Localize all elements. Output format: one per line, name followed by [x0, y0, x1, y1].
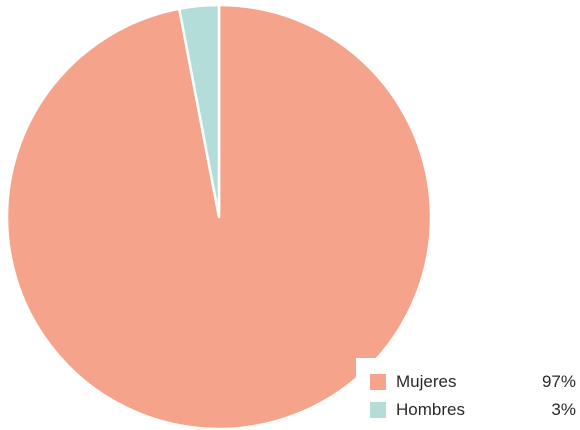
pie-slices: [5, 3, 433, 430]
legend-swatch-mujeres: [370, 374, 386, 390]
legend-value-hombres: 3%: [551, 400, 576, 419]
legend-swatch-hombres: [370, 402, 386, 418]
legend-label-mujeres: Mujeres: [396, 372, 457, 391]
pie-slice-hombres: [178, 3, 221, 219]
legend-label-hombres: Hombres: [396, 400, 465, 419]
legend-value-mujeres: 97%: [541, 372, 576, 391]
legend: Mujeres 97% Hombres 3%: [356, 358, 580, 430]
legend-item-mujeres: Mujeres 97%: [356, 370, 580, 394]
legend-item-hombres: Hombres 3%: [356, 398, 580, 422]
